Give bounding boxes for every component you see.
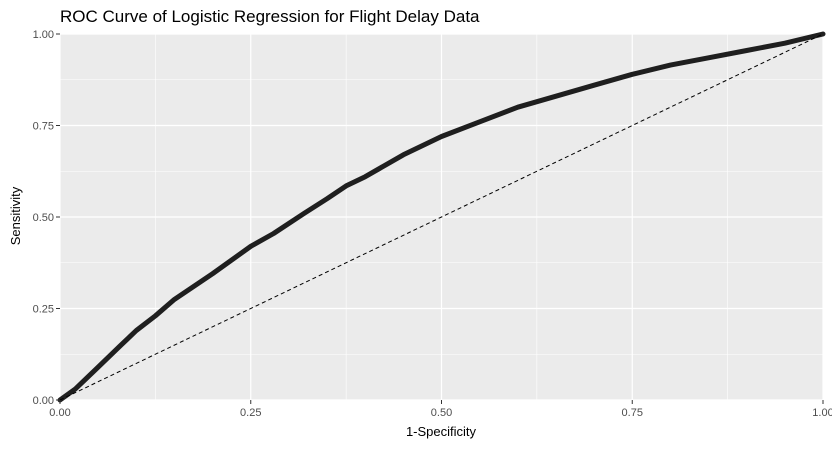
roc-curve-line [57, 31, 826, 403]
x-axis-title: 1-Specificity [406, 424, 477, 439]
x-tick-label: 0.50 [431, 407, 452, 419]
chart-title: ROC Curve of Logistic Regression for Fli… [60, 7, 480, 26]
y-axis-title: Sensitivity [8, 186, 23, 245]
reference-diagonal-line [59, 33, 824, 401]
y-tick-label: 0.00 [33, 395, 54, 407]
y-tick-label: 0.25 [33, 304, 54, 316]
x-tick-label: 1.00 [812, 407, 832, 419]
x-axis-ticks: 0.00 0.25 0.50 0.75 1.00 [49, 400, 832, 419]
y-axis-ticks: 0.00 0.25 0.50 0.75 1.00 [33, 29, 60, 407]
x-tick-label: 0.00 [49, 407, 70, 419]
x-tick-label: 0.25 [240, 407, 261, 419]
y-tick-label: 0.75 [33, 121, 54, 133]
y-tick-label: 1.00 [33, 29, 54, 41]
x-tick-label: 0.75 [622, 407, 643, 419]
series-layer [57, 31, 826, 403]
y-tick-label: 0.50 [33, 212, 54, 224]
